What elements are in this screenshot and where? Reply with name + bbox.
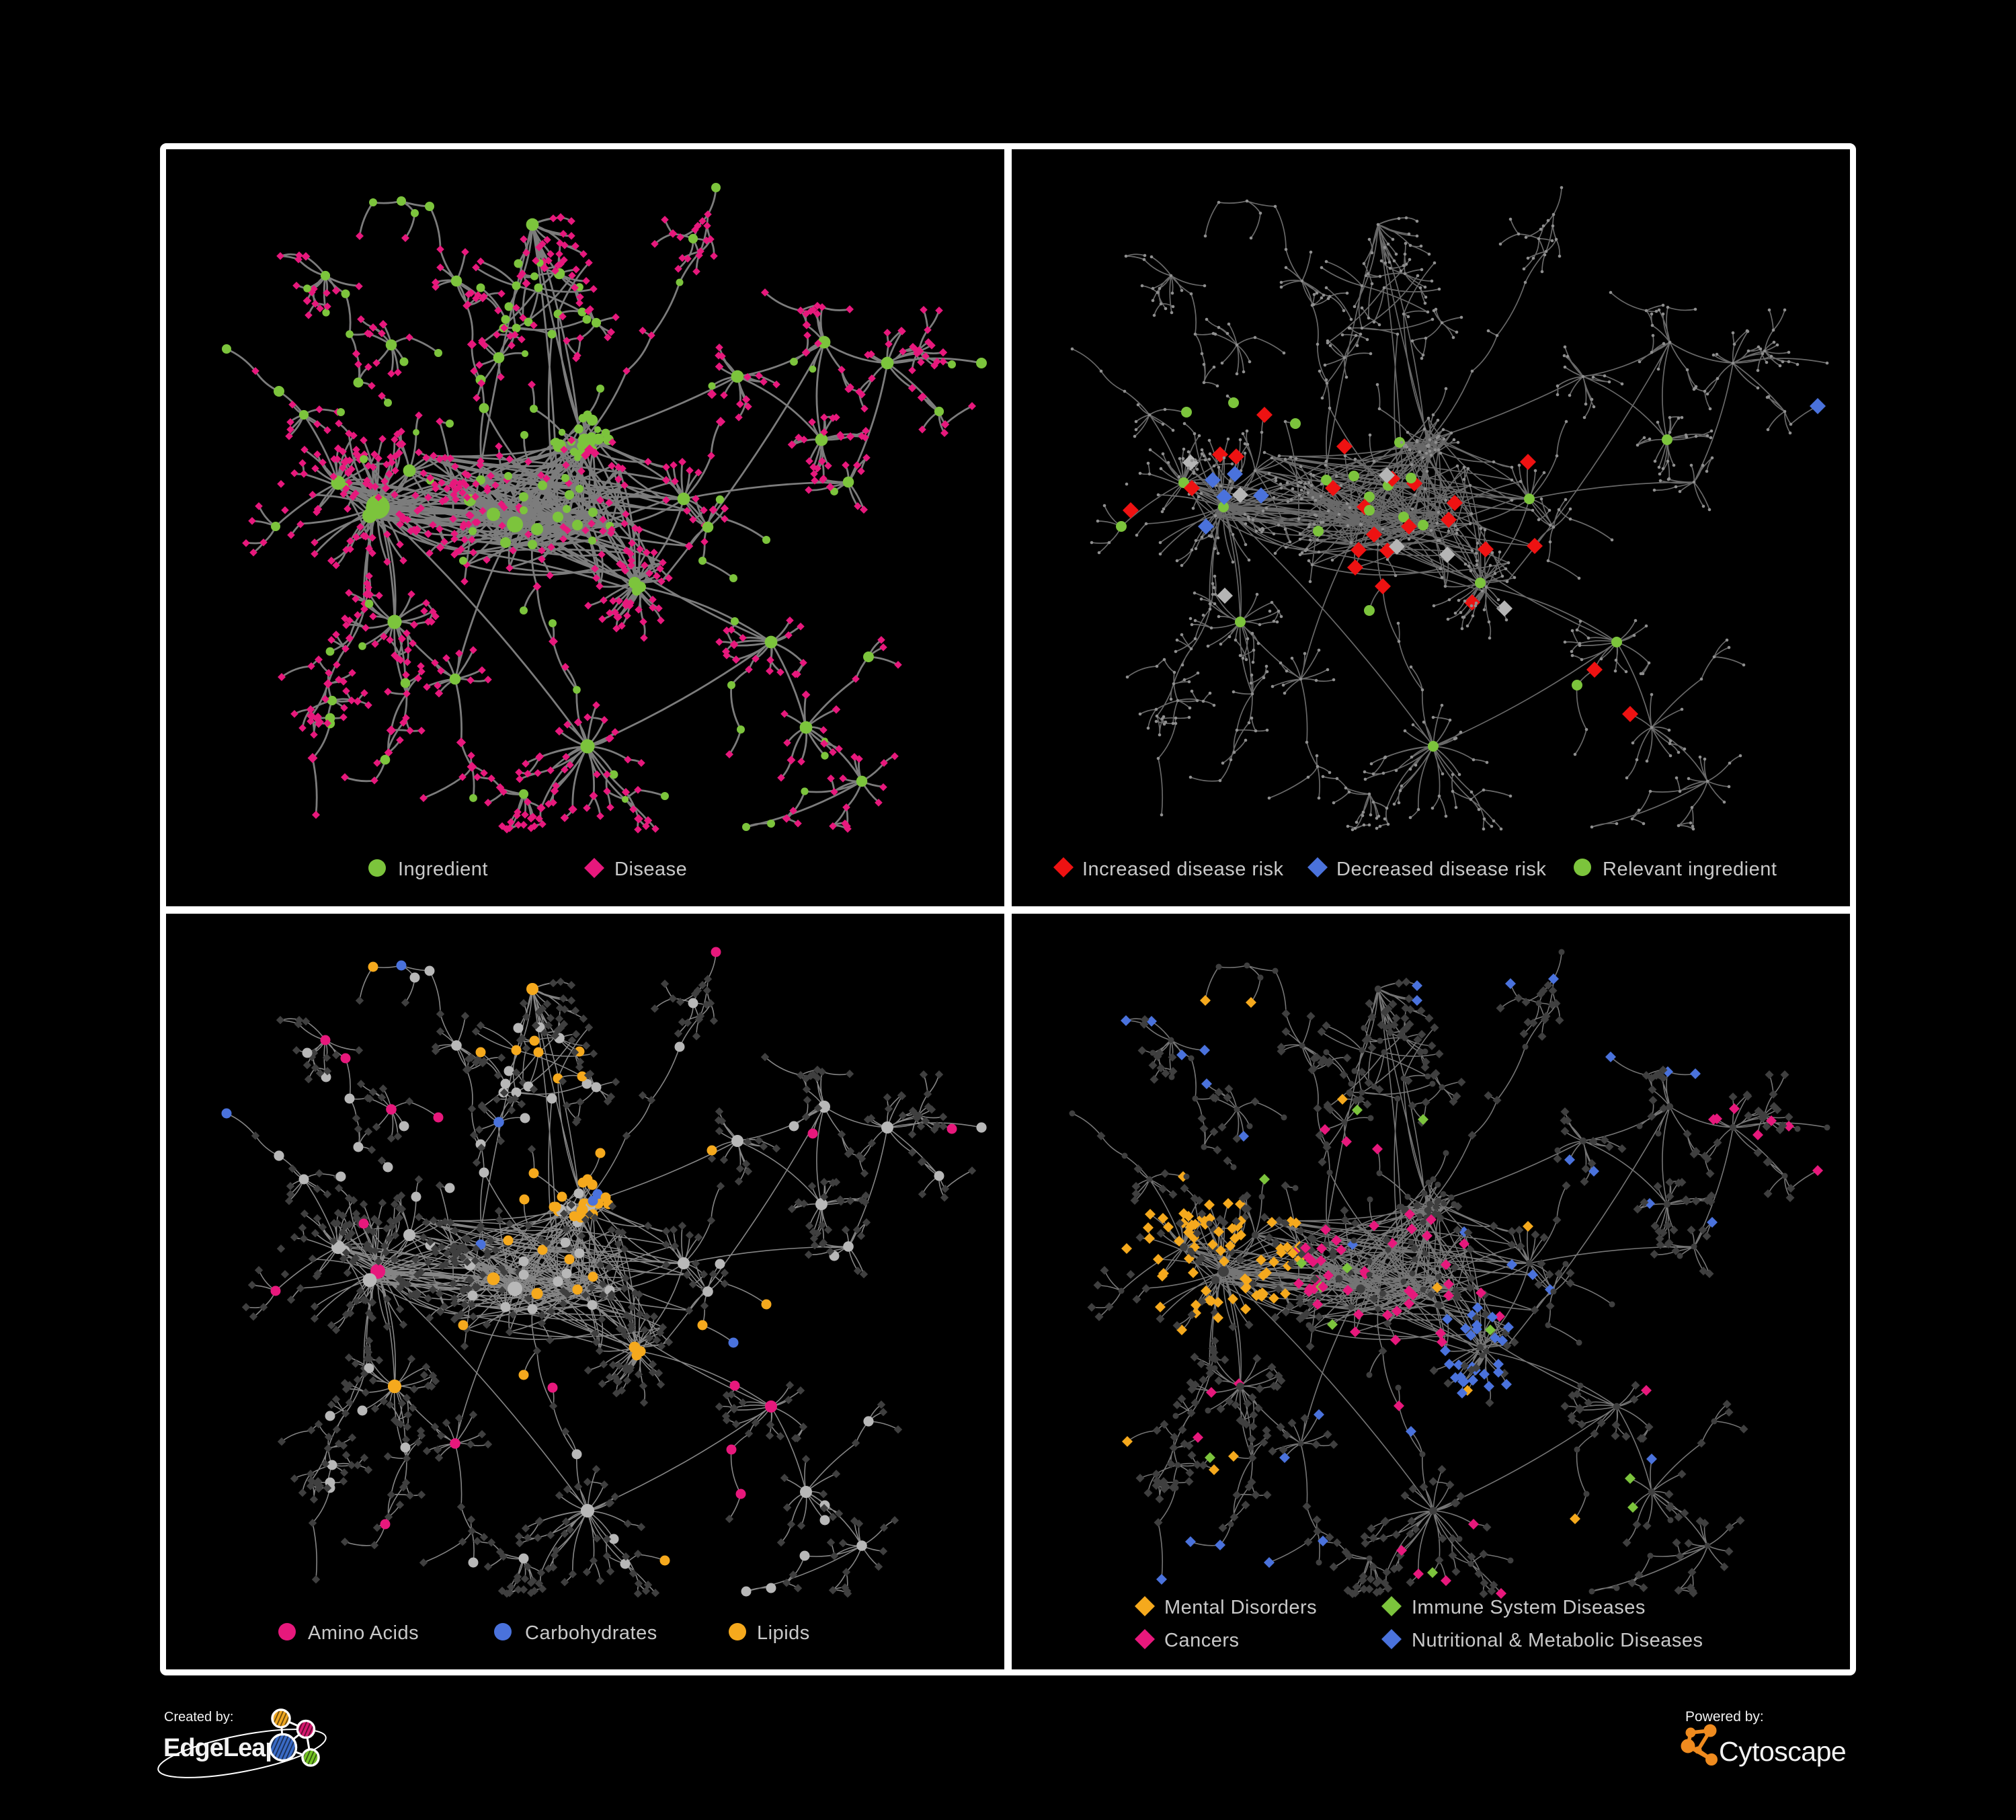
svg-text:Cytoscape: Cytoscape xyxy=(1719,1736,1846,1767)
svg-text:Disease: Disease xyxy=(614,859,687,880)
svg-text:Cancers: Cancers xyxy=(1164,1630,1240,1651)
svg-text:Ingredient: Ingredient xyxy=(398,859,488,880)
svg-text:EdgeLeap: EdgeLeap xyxy=(163,1734,280,1762)
svg-text:Decreased disease risk: Decreased disease risk xyxy=(1336,859,1546,880)
svg-text:Created by:: Created by: xyxy=(164,1710,233,1725)
svg-text:Immune System Diseases: Immune System Diseases xyxy=(1412,1597,1646,1618)
svg-text:Mental Disorders: Mental Disorders xyxy=(1164,1597,1317,1618)
svg-text:Lipids: Lipids xyxy=(757,1622,810,1644)
svg-text:Carbohydrates: Carbohydrates xyxy=(525,1622,657,1644)
svg-text:Increased disease risk: Increased disease risk xyxy=(1082,859,1284,880)
svg-text:Powered by:: Powered by: xyxy=(1685,1709,1764,1725)
svg-text:Relevant ingredient: Relevant ingredient xyxy=(1603,859,1777,880)
svg-text:Amino Acids: Amino Acids xyxy=(308,1622,419,1644)
svg-text:Nutritional & Metabolic Diseas: Nutritional & Metabolic Diseases xyxy=(1412,1630,1703,1651)
